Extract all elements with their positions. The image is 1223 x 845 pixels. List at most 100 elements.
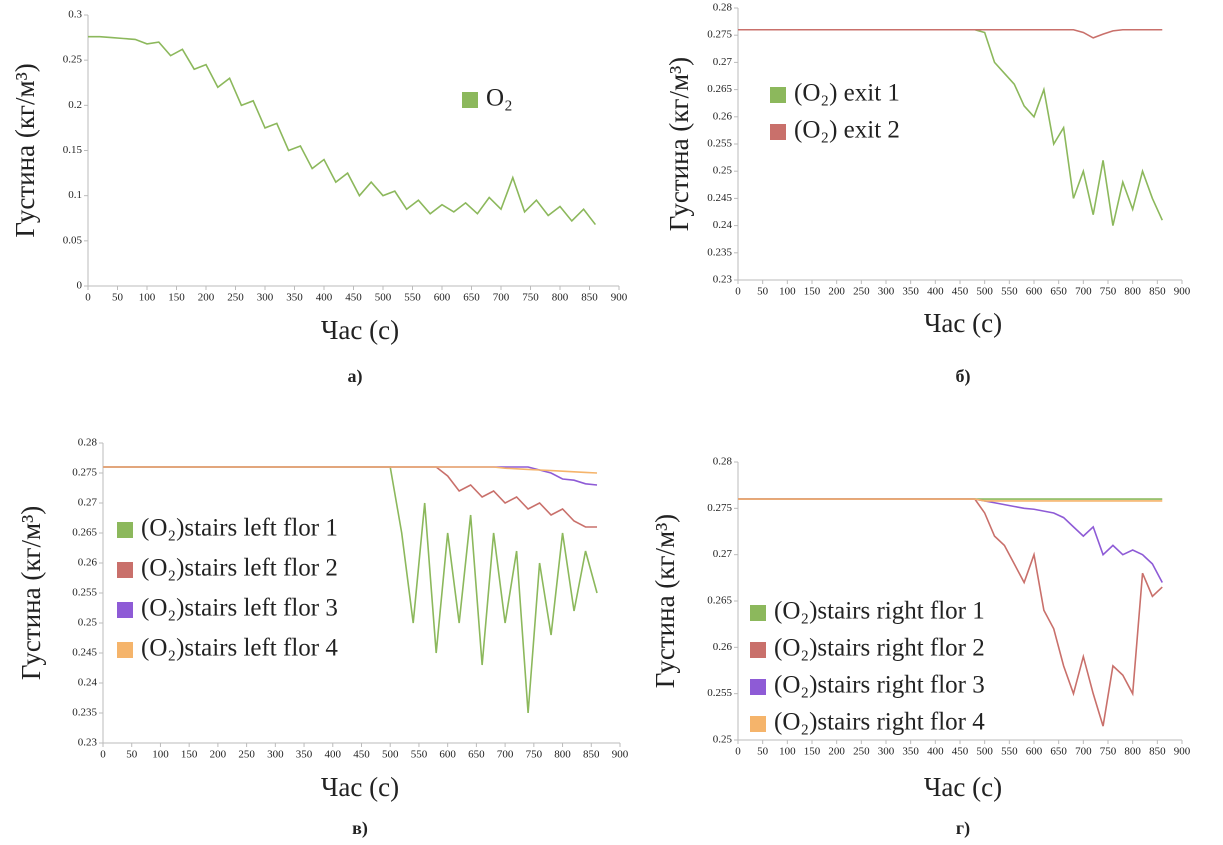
x-tick-label: 400 bbox=[325, 749, 342, 761]
y-tick-label: 0.28 bbox=[713, 456, 733, 468]
y-tick-label: 0.265 bbox=[707, 83, 732, 95]
y-tick-label: 0.255 bbox=[707, 138, 732, 150]
y-tick-label: 0.23 bbox=[713, 274, 733, 286]
legend-swatch bbox=[117, 522, 133, 538]
y-tick-label: 0.27 bbox=[78, 497, 98, 509]
x-tick-label: 650 bbox=[1050, 746, 1067, 758]
legend-swatch bbox=[117, 562, 133, 578]
x-tick-label: 650 bbox=[1050, 286, 1067, 298]
x-tick-label: 150 bbox=[804, 286, 821, 298]
x-tick-label: 300 bbox=[267, 749, 284, 761]
x-tick-label: 550 bbox=[1001, 286, 1018, 298]
legend-label: (O₂)stairs right flor 4 bbox=[774, 709, 985, 736]
x-tick-label: 0 bbox=[735, 286, 741, 298]
x-tick-label: 800 bbox=[554, 749, 571, 761]
legend-label: (O₂) exit 1 bbox=[794, 80, 900, 107]
x-tick-label: 300 bbox=[257, 292, 274, 304]
x-tick-label: 600 bbox=[1026, 746, 1043, 758]
y-tick-label: 0.25 bbox=[713, 165, 733, 177]
series-line bbox=[738, 498, 1163, 502]
x-tick-label: 800 bbox=[1124, 746, 1141, 758]
y-tick-label: 0.28 bbox=[78, 437, 98, 449]
y-axis-title: Густина (кг/м³) bbox=[16, 506, 46, 680]
x-tick-label: 50 bbox=[126, 749, 138, 761]
caption: б) bbox=[956, 366, 971, 387]
legend-swatch bbox=[770, 124, 786, 140]
x-tick-label: 900 bbox=[1174, 286, 1191, 298]
y-tick-label: 0.1 bbox=[68, 189, 82, 201]
x-tick-label: 300 bbox=[878, 746, 895, 758]
y-tick-label: 0.2 bbox=[68, 99, 82, 111]
series-line bbox=[738, 28, 1163, 39]
y-tick-label: 0.27 bbox=[713, 548, 733, 560]
y-tick-label: 0.25 bbox=[63, 54, 83, 66]
x-tick-label: 850 bbox=[1149, 746, 1166, 758]
x-tick-label: 0 bbox=[85, 292, 91, 304]
y-tick-label: 0.255 bbox=[707, 687, 732, 699]
y-tick-label: 0.28 bbox=[713, 2, 733, 14]
x-axis-title: Час (с) bbox=[924, 772, 1002, 802]
y-tick-label: 0.05 bbox=[63, 234, 83, 246]
x-tick-label: 200 bbox=[828, 286, 845, 298]
x-tick-label: 200 bbox=[210, 749, 227, 761]
y-axis-title: Густина (кг/м³) bbox=[650, 514, 680, 688]
y-tick-label: 0.275 bbox=[707, 502, 732, 514]
x-tick-label: 250 bbox=[853, 746, 870, 758]
x-tick-label: 250 bbox=[853, 286, 870, 298]
x-tick-label: 600 bbox=[1026, 286, 1043, 298]
y-tick-label: 0.24 bbox=[713, 219, 733, 231]
x-tick-label: 500 bbox=[382, 749, 399, 761]
legend-swatch bbox=[117, 602, 133, 618]
legend-label: (O₂)stairs right flor 1 bbox=[774, 598, 985, 625]
y-tick-label: 0.27 bbox=[713, 56, 733, 68]
x-tick-label: 400 bbox=[316, 292, 333, 304]
legend-swatch bbox=[117, 642, 133, 658]
y-axis-title: Густина (кг/м³) bbox=[10, 63, 40, 237]
x-tick-label: 700 bbox=[497, 749, 514, 761]
x-tick-label: 850 bbox=[581, 292, 598, 304]
x-tick-label: 50 bbox=[757, 746, 769, 758]
x-tick-label: 850 bbox=[583, 749, 600, 761]
legend-swatch bbox=[750, 605, 766, 621]
x-tick-label: 400 bbox=[927, 746, 944, 758]
x-tick-label: 550 bbox=[404, 292, 421, 304]
x-tick-label: 100 bbox=[139, 292, 156, 304]
x-tick-label: 200 bbox=[198, 292, 215, 304]
x-tick-label: 50 bbox=[112, 292, 124, 304]
x-tick-label: 800 bbox=[1124, 286, 1141, 298]
series-line bbox=[103, 466, 598, 474]
x-tick-label: 850 bbox=[1149, 286, 1166, 298]
y-tick-label: 0.255 bbox=[72, 587, 97, 599]
x-tick-label: 350 bbox=[902, 286, 919, 298]
caption: а) bbox=[348, 366, 363, 387]
y-tick-label: 0.245 bbox=[72, 647, 97, 659]
legend-label: O₂ bbox=[486, 85, 513, 112]
x-tick-label: 150 bbox=[168, 292, 185, 304]
legend-swatch bbox=[750, 679, 766, 695]
x-axis-title: Час (с) bbox=[321, 772, 399, 802]
y-axis-title: Густина (кг/м³) bbox=[664, 57, 694, 231]
y-tick-label: 0.245 bbox=[707, 192, 732, 204]
x-tick-label: 0 bbox=[100, 749, 106, 761]
x-axis-title: Час (с) bbox=[321, 315, 399, 345]
x-tick-label: 500 bbox=[976, 746, 993, 758]
legend-label: (O₂)stairs left flor 2 bbox=[141, 555, 338, 582]
y-tick-label: 0.265 bbox=[707, 595, 732, 607]
x-tick-label: 550 bbox=[411, 749, 428, 761]
legend-swatch bbox=[462, 92, 478, 108]
x-tick-label: 900 bbox=[612, 749, 629, 761]
legend-label: (O₂) exit 2 bbox=[794, 117, 900, 144]
legend-label: (O₂)stairs left flor 3 bbox=[141, 595, 338, 622]
legend-label: (O₂)stairs right flor 3 bbox=[774, 672, 985, 699]
x-tick-label: 750 bbox=[1100, 746, 1117, 758]
legend-label: (O₂)stairs left flor 4 bbox=[141, 635, 338, 662]
y-tick-label: 0.26 bbox=[78, 557, 98, 569]
y-tick-label: 0.25 bbox=[78, 617, 98, 629]
x-tick-label: 700 bbox=[1075, 286, 1092, 298]
y-tick-label: 0.235 bbox=[72, 707, 97, 719]
y-tick-label: 0.26 bbox=[713, 641, 733, 653]
x-tick-label: 650 bbox=[468, 749, 485, 761]
x-tick-label: 700 bbox=[493, 292, 510, 304]
x-tick-label: 750 bbox=[1100, 286, 1117, 298]
